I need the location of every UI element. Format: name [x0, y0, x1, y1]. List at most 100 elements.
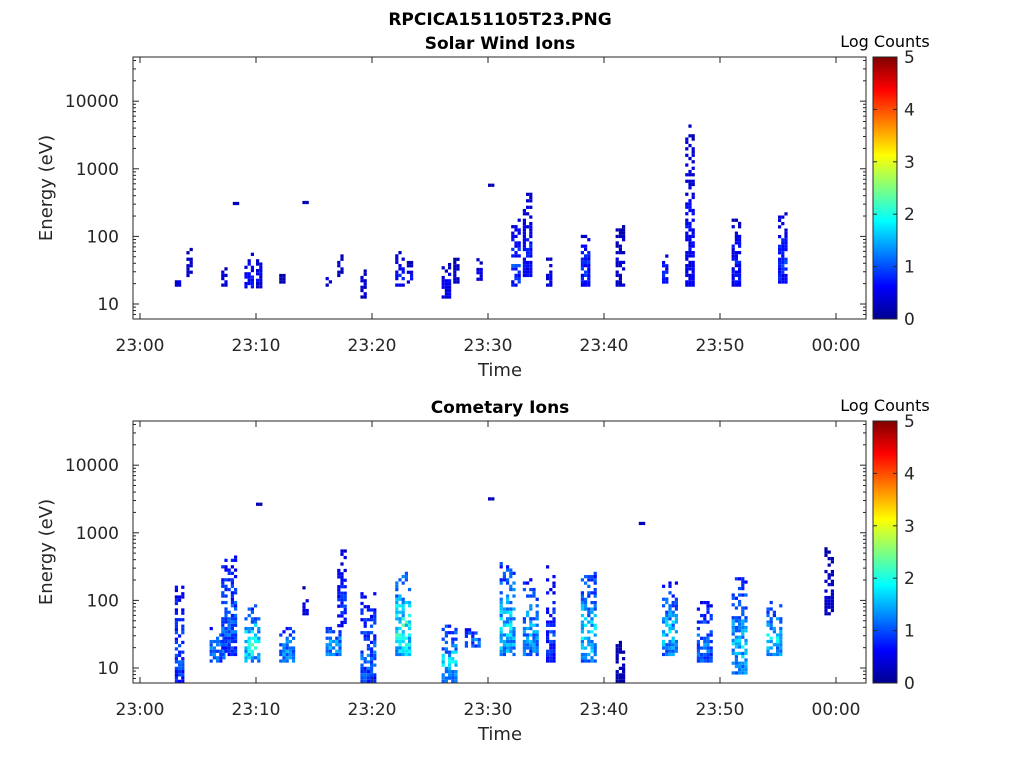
heatmap-cell: [526, 643, 530, 647]
heatmap-cell: [827, 550, 831, 554]
heatmap-cell: [779, 639, 783, 644]
heatmap-cell: [398, 273, 402, 278]
heatmap-cell: [532, 630, 536, 634]
heatmap-cell: [535, 630, 539, 634]
heatmap-cell: [700, 636, 704, 640]
heatmap-cell: [685, 273, 689, 278]
x-tick-label: 23:10: [232, 336, 281, 356]
heatmap-cell: [744, 642, 748, 646]
heatmap-cell: [741, 629, 745, 633]
heatmap-cell: [363, 637, 367, 641]
heatmap-cell: [398, 643, 402, 647]
heatmap-cell: [509, 584, 513, 588]
heatmap-cell: [734, 280, 738, 284]
heatmap-cell: [398, 639, 402, 644]
heatmap-cell: [401, 630, 405, 634]
heatmap-cell: [584, 656, 588, 660]
heatmap-cell: [593, 646, 597, 650]
heatmap-cell: [674, 613, 678, 618]
heatmap-cell: [685, 254, 689, 258]
heatmap-cell: [734, 264, 738, 268]
heatmap-cell: [590, 649, 594, 653]
heatmap-cell: [769, 623, 773, 627]
heatmap-cell: [373, 644, 377, 648]
heatmap-cell: [517, 247, 521, 252]
heatmap-cell: [587, 270, 591, 274]
heatmap-cell: [784, 228, 788, 232]
heatmap-cell: [776, 649, 780, 653]
heatmap-cell: [691, 231, 695, 235]
heatmap-cell: [219, 656, 223, 660]
heatmap-cell: [590, 610, 594, 614]
heatmap-cell: [738, 642, 742, 646]
heatmap-cell: [230, 581, 234, 585]
heatmap-cell: [662, 620, 666, 624]
heatmap-cell: [227, 652, 231, 657]
heatmap-cell: [587, 594, 591, 598]
heatmap-cell: [615, 260, 619, 265]
heatmap-cell: [549, 649, 553, 653]
heatmap-cell: [221, 283, 225, 287]
heatmap-cell: [285, 649, 289, 653]
heatmap-cell: [338, 643, 342, 647]
heatmap-cell: [731, 244, 735, 248]
heatmap-cell: [234, 568, 238, 572]
heatmap-cell: [335, 652, 339, 657]
heatmap-cell: [738, 599, 742, 604]
heatmap-cell: [395, 260, 399, 265]
heatmap-cell: [178, 280, 182, 284]
heatmap-cell: [529, 244, 533, 248]
heatmap-cell: [511, 280, 515, 284]
heatmap-cell: [779, 620, 783, 624]
heatmap-cell: [444, 288, 448, 293]
heatmap-cell: [181, 624, 185, 628]
heatmap-cell: [328, 649, 332, 653]
figure-title: RPCICA151105T23.PNG: [388, 10, 611, 30]
heatmap-cell: [622, 228, 626, 232]
heatmap-cell: [706, 652, 710, 657]
heatmap-cell: [584, 270, 588, 274]
heatmap-cell: [587, 607, 591, 611]
heatmap-cell: [529, 594, 533, 598]
heatmap-cell: [593, 604, 597, 608]
heatmap-cell: [174, 627, 178, 632]
heatmap-cell: [247, 259, 251, 263]
heatmap-cell: [738, 586, 742, 591]
heatmap-cell: [668, 646, 672, 650]
heatmap-cell: [706, 607, 710, 611]
heatmap-cell: [288, 652, 292, 657]
heatmap-cell: [247, 630, 251, 634]
heatmap-cell: [410, 264, 414, 268]
heatmap-cell: [325, 646, 329, 650]
heatmap-cell: [618, 640, 622, 645]
heatmap-cell: [476, 258, 480, 262]
heatmap-cell: [181, 592, 185, 596]
heatmap-cell: [292, 646, 296, 650]
heatmap-cell: [221, 639, 225, 644]
heatmap-cell: [363, 631, 367, 635]
heatmap-cell: [662, 652, 666, 657]
colorbar-tick-label: 5: [904, 48, 915, 68]
heatmap-cell: [703, 617, 707, 621]
heatmap-cell: [451, 673, 455, 677]
heatmap-cell: [340, 611, 344, 615]
heatmap-cell: [830, 573, 834, 577]
heatmap-cell: [244, 265, 248, 269]
heatmap-cell: [734, 283, 738, 287]
heatmap-cell: [178, 650, 182, 654]
heatmap-cell: [174, 666, 178, 671]
heatmap-cell: [338, 652, 342, 657]
heatmap-cell: [441, 285, 445, 289]
heatmap-cell: [451, 637, 455, 641]
heatmap-cell: [212, 649, 216, 653]
heatmap-cell: [827, 573, 831, 577]
heatmap-cell: [781, 241, 785, 245]
heatmap-cell: [230, 558, 234, 562]
heatmap-cell: [285, 643, 289, 647]
heatmap-cell: [744, 619, 748, 623]
heatmap-cell: [279, 273, 283, 278]
heatmap-cell: [328, 630, 332, 634]
heatmap-cell: [741, 661, 745, 665]
heatmap-cell: [590, 607, 594, 611]
